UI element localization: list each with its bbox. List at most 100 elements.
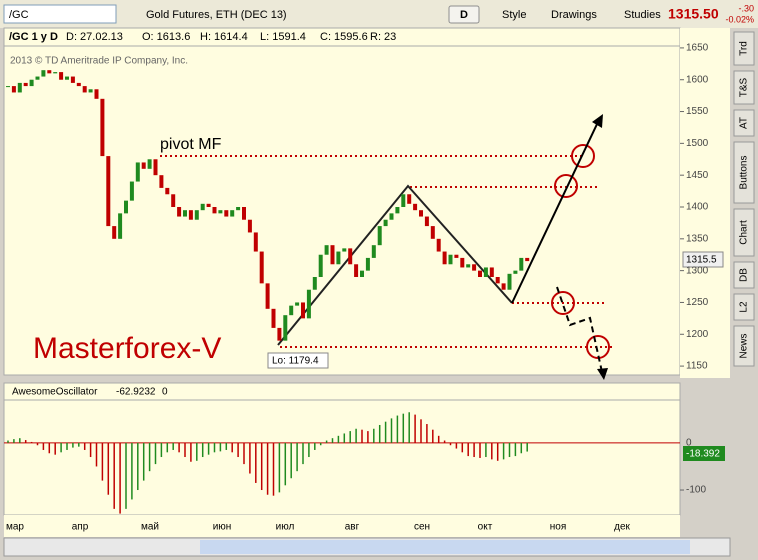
candle	[501, 283, 506, 290]
candle	[200, 203, 205, 211]
candle	[171, 194, 176, 207]
candle	[147, 159, 152, 169]
candle	[11, 86, 16, 93]
side-tab[interactable]	[733, 293, 755, 321]
candle	[35, 76, 40, 80]
side-tab-label: T&S	[739, 77, 750, 97]
candle	[224, 210, 229, 217]
y-tick-label: 1350	[686, 233, 709, 244]
oscillator-pane	[3, 382, 681, 516]
candle	[6, 86, 10, 88]
oscillator-value: -62.9232	[116, 387, 156, 398]
candle	[271, 308, 276, 328]
candle	[513, 270, 518, 274]
side-tab[interactable]	[733, 70, 755, 105]
candle	[365, 257, 370, 271]
candle	[53, 72, 58, 74]
side-tab[interactable]	[733, 31, 755, 66]
price-axis	[680, 28, 730, 378]
time-label: окт	[478, 522, 493, 533]
candle	[283, 315, 288, 341]
studies-button[interactable]: Studies	[624, 9, 661, 21]
candle	[336, 251, 341, 265]
side-tab-label: L2	[739, 301, 750, 313]
candle	[407, 194, 412, 204]
candle	[259, 251, 264, 284]
description: Gold Futures, ETH (DEC 13)	[146, 9, 287, 21]
candle	[41, 70, 46, 77]
candle	[507, 273, 512, 290]
time-label: сен	[414, 522, 430, 533]
copyright: 2013 © TD Ameritrade IP Company, Inc.	[10, 56, 188, 67]
candle	[360, 270, 364, 277]
candle	[466, 264, 471, 268]
side-tab[interactable]	[733, 109, 755, 137]
last-badge: 1315.5	[686, 255, 717, 266]
y-tick-label: 1400	[686, 202, 709, 213]
candle	[212, 207, 217, 214]
candle	[318, 254, 323, 277]
y-tick-label: 1150	[686, 361, 708, 372]
candle	[100, 98, 105, 157]
candle	[483, 267, 488, 277]
candle	[118, 213, 123, 239]
candle	[395, 207, 400, 214]
candle	[129, 181, 134, 201]
candle	[436, 238, 441, 252]
info-close: C: 1595.6	[320, 31, 368, 43]
side-tab[interactable]	[733, 141, 755, 204]
candle	[354, 264, 359, 277]
candle	[242, 207, 246, 220]
candle	[330, 245, 335, 265]
time-axis	[4, 515, 680, 537]
info-range: R: 23	[370, 31, 396, 43]
period-button[interactable]	[448, 5, 480, 24]
candle	[430, 226, 435, 239]
watermark: Masterforex-V	[33, 332, 221, 365]
last-badge-box	[682, 251, 724, 268]
side-tab[interactable]	[733, 325, 755, 367]
candle	[495, 277, 500, 284]
candle	[489, 267, 494, 277]
side-tab[interactable]	[733, 261, 755, 289]
low-box	[267, 352, 329, 369]
scroll-thumb[interactable]	[200, 540, 690, 554]
candle	[23, 82, 28, 87]
symbol: /GC	[9, 9, 29, 21]
candle	[419, 210, 423, 217]
time-label: мар	[6, 522, 24, 533]
y-tick-label: 1300	[686, 265, 709, 276]
time-label: ноя	[550, 522, 567, 533]
drawings-button[interactable]: Drawings	[551, 9, 597, 21]
candle	[265, 283, 270, 309]
candle	[448, 254, 453, 265]
candle	[519, 257, 524, 271]
time-label: авг	[345, 522, 360, 533]
time-label: июл	[276, 522, 295, 533]
info-low: L: 1591.4	[260, 31, 306, 43]
period: D	[460, 9, 468, 21]
info-high: H: 1614.4	[200, 31, 248, 43]
symbol-box[interactable]	[3, 4, 117, 24]
candle	[206, 203, 211, 207]
side-tab[interactable]	[733, 208, 755, 257]
side-tabs: Trd T&S AT Buttons Chart DB L2 News	[733, 31, 755, 367]
candle	[47, 70, 52, 74]
candle	[236, 207, 241, 211]
time-label: июн	[213, 522, 232, 533]
candle	[159, 175, 164, 188]
low-label: Lo: 1179.4	[272, 356, 319, 367]
candle	[295, 302, 300, 306]
candle	[124, 200, 128, 214]
last-price: 1315.50	[668, 6, 719, 22]
candle	[141, 162, 146, 169]
osc-tick-label: 0	[686, 438, 692, 449]
candle	[230, 210, 235, 217]
oscillator-header	[3, 382, 681, 401]
candle	[253, 232, 258, 252]
side-tab-label: AT	[739, 117, 750, 129]
style-button[interactable]: Style	[502, 9, 526, 21]
candle	[478, 270, 482, 277]
side-tab-label: Trd	[739, 41, 750, 56]
